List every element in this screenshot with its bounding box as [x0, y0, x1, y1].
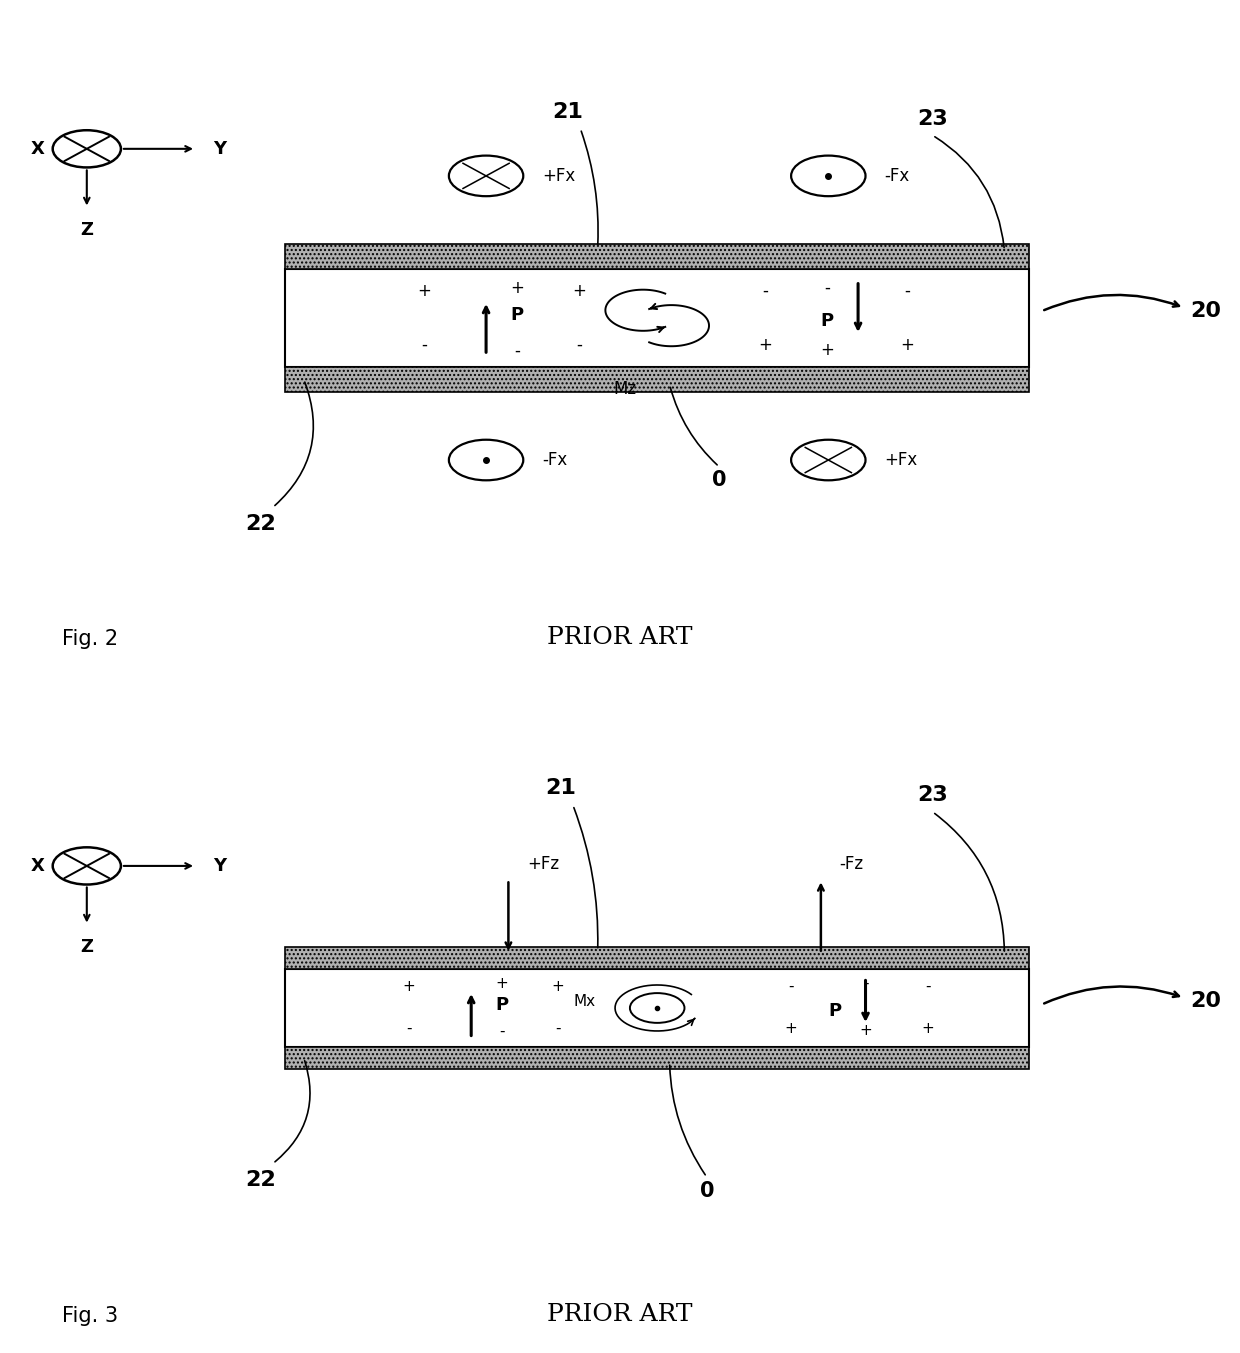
- Bar: [285, 969, 1029, 1047]
- Text: +Fx: +Fx: [542, 166, 575, 185]
- Text: Mz: Mz: [614, 380, 637, 398]
- Text: -: -: [905, 281, 910, 300]
- Text: Y: Y: [213, 856, 226, 875]
- Text: 20: 20: [1190, 302, 1221, 321]
- Text: 23: 23: [918, 785, 947, 805]
- Text: 21: 21: [553, 101, 583, 122]
- Text: 0: 0: [712, 471, 727, 490]
- Bar: [285, 1047, 1029, 1069]
- Text: Fig. 3: Fig. 3: [62, 1306, 118, 1326]
- Text: -: -: [825, 279, 830, 296]
- Text: -: -: [500, 1023, 505, 1039]
- Text: 22: 22: [246, 1170, 275, 1191]
- Text: X: X: [30, 139, 45, 158]
- Text: +: +: [859, 1023, 872, 1039]
- Circle shape: [630, 993, 684, 1023]
- Text: -: -: [789, 978, 794, 994]
- Text: Z: Z: [81, 939, 93, 957]
- Text: P: P: [496, 996, 508, 1013]
- Text: -: -: [407, 1020, 412, 1036]
- Text: -Fx: -Fx: [542, 451, 567, 469]
- Text: 21: 21: [546, 778, 575, 798]
- Text: +: +: [496, 976, 508, 992]
- Text: Mx: Mx: [573, 993, 595, 1009]
- Text: Y: Y: [213, 139, 226, 158]
- Text: +: +: [785, 1020, 797, 1036]
- Circle shape: [791, 440, 866, 480]
- Text: -Fz: -Fz: [839, 855, 863, 873]
- Text: -: -: [577, 336, 582, 354]
- Text: 23: 23: [918, 108, 947, 129]
- Bar: [285, 947, 1029, 969]
- Text: +: +: [403, 978, 415, 994]
- Bar: [285, 269, 1029, 367]
- Text: -: -: [556, 1020, 560, 1036]
- Text: -: -: [515, 341, 520, 360]
- Text: -Fx: -Fx: [884, 166, 909, 185]
- Text: +: +: [417, 281, 432, 300]
- Text: +: +: [572, 281, 587, 300]
- Text: -: -: [863, 976, 868, 992]
- Text: 22: 22: [246, 514, 275, 534]
- Text: Z: Z: [81, 222, 93, 239]
- Text: -: -: [925, 978, 930, 994]
- Text: PRIOR ART: PRIOR ART: [547, 1303, 693, 1326]
- Text: +: +: [921, 1020, 934, 1036]
- Text: P: P: [828, 1003, 841, 1020]
- Text: P: P: [511, 306, 523, 323]
- Text: 0: 0: [699, 1181, 714, 1200]
- Text: +Fx: +Fx: [884, 451, 918, 469]
- Text: PRIOR ART: PRIOR ART: [547, 626, 693, 649]
- Text: +: +: [820, 341, 835, 360]
- Text: -: -: [422, 336, 427, 354]
- Text: +Fz: +Fz: [527, 855, 559, 873]
- Text: 20: 20: [1190, 992, 1221, 1011]
- Text: X: X: [30, 856, 45, 875]
- Text: +: +: [510, 279, 525, 296]
- Text: Fig. 2: Fig. 2: [62, 629, 118, 649]
- Text: +: +: [900, 336, 915, 354]
- Circle shape: [791, 156, 866, 196]
- Bar: [285, 244, 1029, 269]
- Circle shape: [449, 440, 523, 480]
- Text: +: +: [758, 336, 773, 354]
- Text: P: P: [821, 313, 833, 330]
- Text: +: +: [552, 978, 564, 994]
- Circle shape: [449, 156, 523, 196]
- Text: -: -: [763, 281, 768, 300]
- Bar: [285, 367, 1029, 392]
